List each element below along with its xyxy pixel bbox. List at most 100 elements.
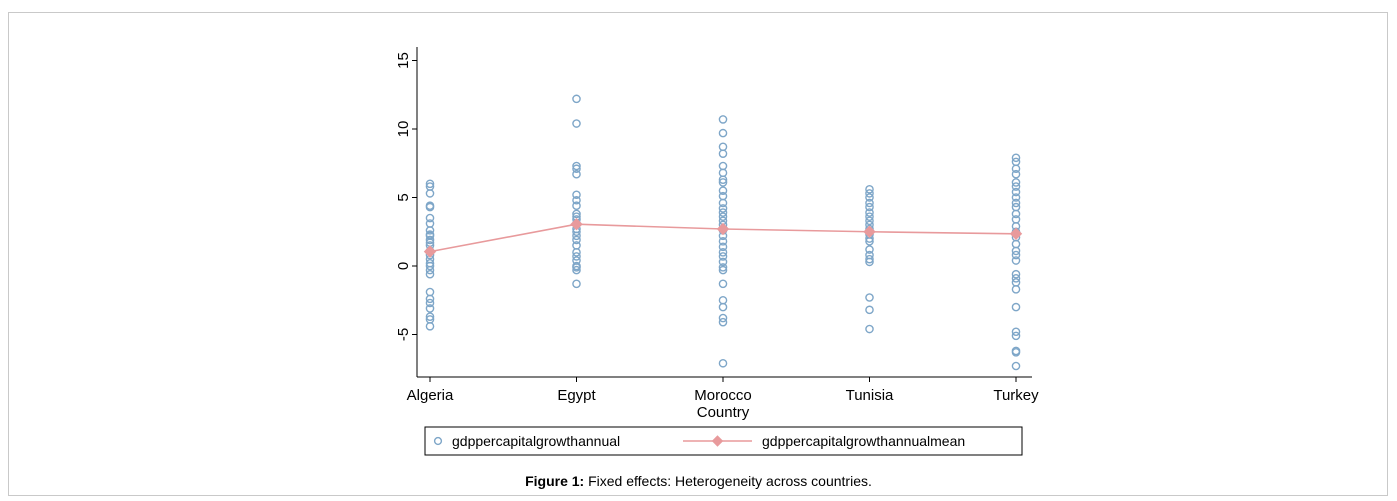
x-tick-label: Egypt <box>557 387 596 404</box>
y-tick-label: 15 <box>395 52 412 69</box>
data-point <box>718 142 728 152</box>
data-point <box>572 164 581 174</box>
data-point <box>572 231 581 241</box>
data-point <box>865 202 874 212</box>
data-point <box>572 169 581 179</box>
data-point <box>1011 302 1021 312</box>
data-point <box>425 265 435 275</box>
data-point <box>1011 269 1021 279</box>
mean-point <box>716 222 730 236</box>
data-point <box>572 201 581 211</box>
chart: -5 0 5 10 15 Algeria Egypt Morocco Tunisia Turkey… <box>395 47 1039 456</box>
x-tick-label: Morocco <box>694 387 752 404</box>
data-point <box>1011 348 1021 357</box>
data-point <box>718 313 728 323</box>
data-point <box>718 265 728 275</box>
data-point <box>865 257 874 267</box>
data-point <box>718 198 728 208</box>
data-point <box>425 269 435 279</box>
data-point <box>718 257 728 267</box>
data-point <box>718 242 728 252</box>
data-point <box>865 293 874 302</box>
y-tick-label: 10 <box>395 121 412 138</box>
y-tick-label: 5 <box>395 193 412 201</box>
data-point <box>572 161 581 171</box>
figure-frame <box>8 12 1388 496</box>
legend-marker-points <box>433 436 443 446</box>
data-point <box>425 294 435 304</box>
data-point <box>718 204 728 213</box>
mean-point <box>423 245 437 258</box>
data-point <box>1011 209 1021 219</box>
data-point <box>718 237 728 246</box>
data-point <box>865 216 874 226</box>
mean-point <box>570 218 583 231</box>
data-point <box>1011 164 1021 174</box>
data-point <box>1011 187 1021 197</box>
data-point <box>865 208 874 217</box>
data-point <box>718 252 728 261</box>
data-point <box>1011 256 1021 265</box>
data-point <box>425 261 435 271</box>
mean-point <box>1009 227 1023 241</box>
data-point <box>1011 198 1021 208</box>
data-point <box>1011 239 1021 249</box>
data-point <box>1011 274 1021 283</box>
data-point <box>718 161 728 171</box>
legend-label-points: gdppercapitalgrowthannual <box>452 433 620 449</box>
data-point <box>425 298 435 308</box>
data-point <box>1011 153 1021 163</box>
data-point <box>1011 284 1021 294</box>
data-point <box>425 189 435 198</box>
data-point <box>1011 327 1021 337</box>
data-point <box>572 94 581 104</box>
x-axis-title: Country <box>697 404 750 421</box>
data-point <box>425 213 435 223</box>
data-point <box>718 178 728 187</box>
legend-label-mean: gdppercapitalgrowthannualmean <box>762 433 965 449</box>
data-point <box>425 287 435 297</box>
data-point <box>425 202 435 212</box>
data-point <box>718 115 728 124</box>
data-point <box>865 254 874 264</box>
data-point <box>1011 331 1021 341</box>
legend-marker-mean <box>711 435 724 447</box>
data-point <box>1011 169 1021 179</box>
data-point <box>718 186 728 195</box>
data-point <box>865 305 874 315</box>
data-point <box>1011 246 1021 256</box>
y-tick-label: -5 <box>395 328 412 341</box>
data-point <box>572 252 581 261</box>
data-point <box>425 226 435 235</box>
data-point <box>572 235 581 245</box>
data-point <box>718 358 728 368</box>
data-point <box>425 179 435 189</box>
caption-text: Fixed effects: Heterogeneity across coun… <box>588 473 872 489</box>
y-tick-label: 0 <box>395 262 412 270</box>
figure-caption: Figure 1: Fixed effects: Heterogeneity a… <box>0 473 1397 489</box>
data-point <box>865 198 874 208</box>
data-point <box>718 212 728 221</box>
x-tick-label: Algeria <box>407 387 454 404</box>
data-point <box>718 168 728 178</box>
data-point <box>865 245 874 254</box>
data-point <box>572 190 581 200</box>
data-point <box>718 263 728 272</box>
mean-point <box>863 225 876 238</box>
data-point <box>425 304 435 313</box>
x-tick-label: Tunisia <box>846 387 894 404</box>
data-point <box>865 212 874 221</box>
legend: gdppercapitalgrowthannual gdppercapitalgr… <box>424 426 1023 456</box>
data-point <box>572 265 581 275</box>
data-point <box>718 295 728 305</box>
data-point <box>718 279 728 289</box>
data-point <box>718 149 728 158</box>
data-point <box>1011 182 1021 191</box>
data-point <box>425 312 435 321</box>
caption-label: Figure 1: <box>525 473 585 489</box>
data-point <box>572 195 581 205</box>
data-point <box>718 175 728 184</box>
data-point <box>865 324 874 334</box>
data-point <box>718 128 728 138</box>
data-point <box>718 247 728 257</box>
